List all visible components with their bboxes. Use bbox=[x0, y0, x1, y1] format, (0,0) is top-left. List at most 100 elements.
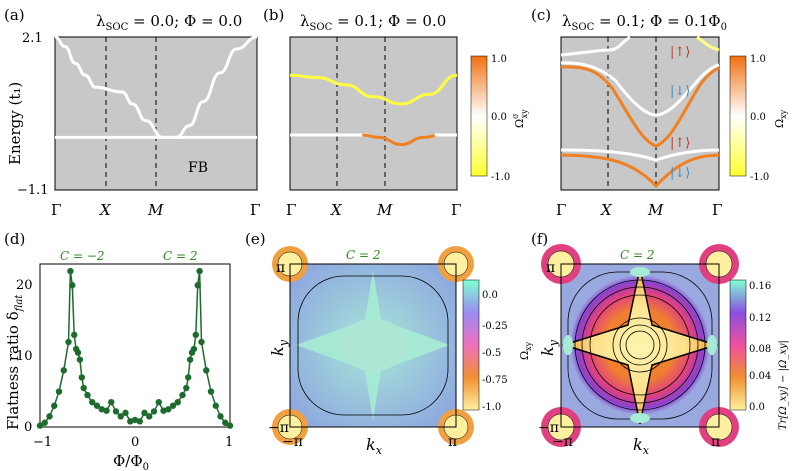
panel-label-f: (f) bbox=[531, 230, 548, 248]
panel-d-xlabel: Φ/Φ0 bbox=[113, 452, 149, 471]
panel-e: (e) C = 2 π −π −π π kx ky 0.0 -0.25 -0.5… bbox=[245, 230, 533, 457]
flatness-point bbox=[150, 408, 158, 415]
panel-e-center-region bbox=[339, 319, 407, 371]
d-xtick-neg1: −1 bbox=[33, 435, 52, 450]
flatness-point bbox=[60, 367, 67, 374]
chern-label-minus: C = −2 bbox=[60, 249, 105, 263]
cb-e-tick-0: 0.0 bbox=[482, 290, 498, 301]
flatness-point bbox=[78, 374, 86, 381]
band-dispersive bbox=[54, 35, 258, 139]
flatness-point bbox=[203, 367, 210, 374]
panel-label-d: (d) bbox=[4, 230, 25, 248]
f-xtick-neg-pi: −π bbox=[552, 434, 573, 450]
flatness-point bbox=[117, 413, 124, 420]
panel-e-frame bbox=[289, 263, 457, 428]
panel-b-bands bbox=[289, 73, 458, 147]
cb-b-label: Ωσxy bbox=[511, 109, 529, 128]
cb-e-tick-4: -1.0 bbox=[482, 402, 501, 413]
flatness-point bbox=[190, 345, 198, 353]
e-ytick-neg-pi: −π bbox=[268, 420, 289, 436]
cb-b-tick-bottom: -1.0 bbox=[491, 172, 510, 183]
cb-c-tick-top: 1.0 bbox=[750, 54, 766, 65]
panel-label-a: (a) bbox=[4, 6, 25, 24]
panel-e-chern-label: C = 2 bbox=[346, 248, 381, 262]
panel-a-title: λSOC = 0.0; Φ = 0.0 bbox=[96, 12, 242, 33]
panel-c-top-band-right bbox=[696, 35, 720, 52]
cb-f-tick-0: 0.16 bbox=[749, 281, 771, 292]
cb-f-label: Tr[Ω_xy] − |Ω_xy| bbox=[778, 340, 789, 430]
flatness-point bbox=[108, 398, 115, 406]
panel-c-top-band-left bbox=[560, 35, 631, 57]
flatness-point bbox=[185, 374, 192, 381]
panel-d: (d) C = −2 C = 2 0 10 20 −1 0 1 Φ/Φ0 Fla… bbox=[4, 230, 233, 471]
xtick-gamma: Γ bbox=[286, 201, 296, 219]
spin-up-label-lower: |↑⟩ bbox=[670, 136, 690, 151]
panel-label-e: (e) bbox=[245, 230, 266, 248]
flatness-point bbox=[194, 282, 201, 289]
d-ytick-0: 0 bbox=[24, 420, 32, 435]
flatness-point bbox=[51, 402, 58, 409]
flatness-point bbox=[198, 338, 205, 346]
cb-f-tick-2: 0.08 bbox=[749, 344, 771, 355]
flat-band-label: FB bbox=[188, 160, 208, 176]
contour-5 bbox=[581, 286, 699, 404]
panel-e-xlabel: kx bbox=[366, 435, 383, 457]
flatness-point bbox=[179, 391, 186, 399]
xtick-gamma-end: Γ bbox=[451, 201, 461, 219]
cb-b-tick-top: 1.0 bbox=[491, 54, 507, 65]
flatness-point bbox=[192, 331, 199, 339]
d-xtick-0: 0 bbox=[131, 435, 139, 450]
cb-e-label: Ωxy bbox=[518, 341, 533, 360]
e-ytick-pi: π bbox=[276, 260, 285, 276]
contour-6 bbox=[574, 279, 706, 411]
cb-b-tick-mid: 0.0 bbox=[491, 112, 507, 123]
d-ytick-10: 10 bbox=[16, 349, 33, 364]
cb-c-label: Ωxy bbox=[773, 109, 788, 128]
xtick-x: X bbox=[99, 201, 112, 219]
xtick-gamma: Γ bbox=[51, 201, 61, 219]
panel-f: (f) C = 2 bbox=[531, 230, 789, 457]
flatness-point bbox=[186, 356, 194, 363]
mint-right bbox=[707, 335, 717, 355]
panel-b: (b) λSOC = 0.1; Φ = 0.0 Γ X M Γ 1.0 0.0 … bbox=[263, 6, 529, 219]
flatness-point bbox=[212, 402, 219, 409]
xtick-m: M bbox=[376, 201, 393, 219]
panel-f-ylabel: ky bbox=[538, 339, 560, 356]
flatness-point bbox=[46, 413, 53, 420]
flatness-point bbox=[65, 338, 72, 346]
e-xtick-pi: π bbox=[448, 434, 457, 450]
panel-b-xticks: Γ X M Γ bbox=[286, 201, 461, 219]
flatness-point bbox=[165, 406, 172, 413]
panel-e-contour bbox=[297, 275, 449, 416]
panel-a: (a) λSOC = 0.0; Φ = 0.0 FB 2.1 −1.1 Ener… bbox=[4, 6, 260, 219]
flatness-point bbox=[71, 331, 78, 339]
panel-d-ylabel: Flatness ratio δflat bbox=[4, 294, 25, 430]
flatness-point bbox=[122, 409, 129, 417]
contour-4 bbox=[589, 294, 691, 396]
panel-d-flatness-series bbox=[36, 267, 234, 429]
panel-b-colorbar bbox=[470, 55, 488, 177]
cb-f-tick-4: 0.0 bbox=[749, 402, 765, 413]
xtick-m: M bbox=[147, 201, 164, 219]
contour-1 bbox=[625, 330, 655, 360]
flatness-point bbox=[36, 422, 44, 429]
mint-bottom bbox=[630, 413, 650, 423]
panel-c-upper-band-white bbox=[560, 61, 720, 117]
flatness-point bbox=[69, 282, 76, 289]
f-ytick-pi: π bbox=[546, 260, 555, 276]
spin-down-label-lower: |↓⟩ bbox=[670, 166, 690, 181]
cb-e-tick-2: -0.5 bbox=[482, 348, 501, 359]
panel-a-ytick-top: 2.1 bbox=[22, 31, 43, 46]
panel-f-frame bbox=[560, 263, 720, 428]
flatness-point bbox=[76, 356, 84, 363]
panel-b-plot-area bbox=[289, 36, 458, 191]
flatness-point bbox=[183, 384, 190, 392]
spin-up-label-upper: |↑⟩ bbox=[670, 45, 690, 60]
d-ytick-20: 20 bbox=[16, 278, 33, 293]
panel-e-ylabel: ky bbox=[268, 339, 290, 356]
flatness-point bbox=[146, 413, 153, 420]
f-ytick-neg-pi: −π bbox=[538, 420, 559, 436]
panel-a-ytick-bottom: −1.1 bbox=[17, 183, 49, 198]
panel-c-flat-band-white bbox=[560, 148, 720, 162]
